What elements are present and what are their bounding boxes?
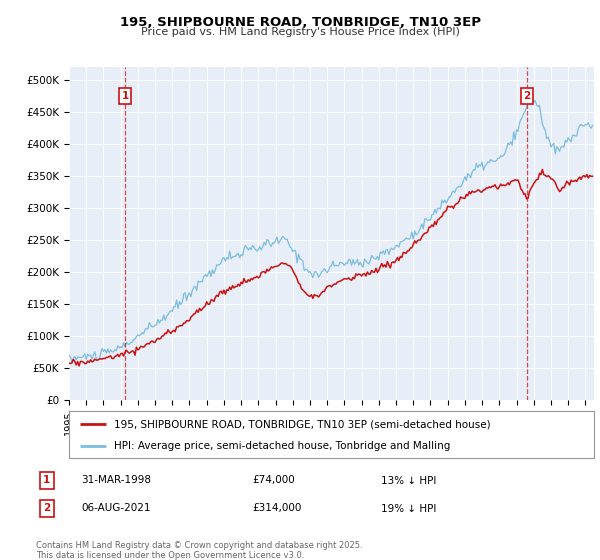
Text: 19% ↓ HPI: 19% ↓ HPI (381, 503, 436, 514)
Text: HPI: Average price, semi-detached house, Tonbridge and Malling: HPI: Average price, semi-detached house,… (113, 441, 450, 451)
Text: 1: 1 (43, 475, 50, 486)
Text: £314,000: £314,000 (252, 503, 301, 514)
Text: 2: 2 (43, 503, 50, 514)
Text: 195, SHIPBOURNE ROAD, TONBRIDGE, TN10 3EP: 195, SHIPBOURNE ROAD, TONBRIDGE, TN10 3E… (119, 16, 481, 29)
Text: 31-MAR-1998: 31-MAR-1998 (81, 475, 151, 486)
Text: 195, SHIPBOURNE ROAD, TONBRIDGE, TN10 3EP (semi-detached house): 195, SHIPBOURNE ROAD, TONBRIDGE, TN10 3E… (113, 419, 490, 429)
Text: Price paid vs. HM Land Registry's House Price Index (HPI): Price paid vs. HM Land Registry's House … (140, 27, 460, 37)
Text: 1: 1 (121, 91, 128, 101)
Text: £74,000: £74,000 (252, 475, 295, 486)
Text: 2: 2 (523, 91, 530, 101)
Text: 13% ↓ HPI: 13% ↓ HPI (381, 475, 436, 486)
Text: Contains HM Land Registry data © Crown copyright and database right 2025.
This d: Contains HM Land Registry data © Crown c… (36, 541, 362, 560)
Text: 06-AUG-2021: 06-AUG-2021 (81, 503, 151, 514)
